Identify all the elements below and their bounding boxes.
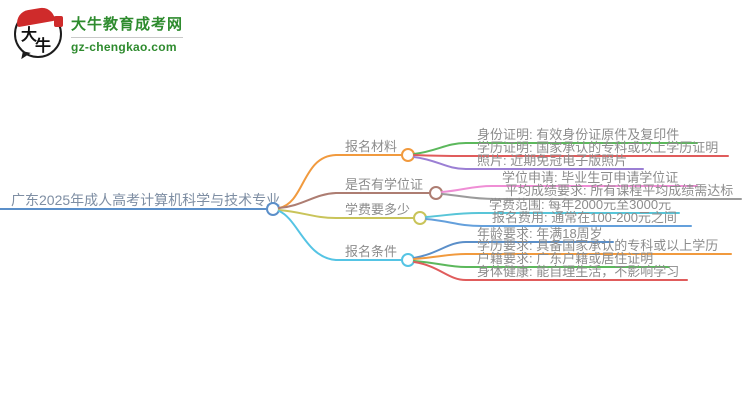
branch-degree-label: 是否有学位证 (345, 177, 423, 192)
sub-edu-proof-link (413, 154, 467, 157)
sub-reg-fee-link (425, 218, 483, 227)
sub-avg-score-link (441, 193, 496, 200)
sub-edu-proof-label: 学历证明: 国家承认的专科或以上学历证明 (477, 140, 718, 155)
sub-age-req-label: 年龄要求: 年满18周岁 (477, 226, 603, 241)
branch-degree-link (278, 192, 337, 209)
sub-avg-score-label: 平均成绩要求: 所有课程平均成绩需达标 (505, 183, 733, 198)
root-node-label: 广东2025年成人高考计算机科学与技术专业 (11, 192, 280, 208)
branch-materials: 报名材料 身份证明: 有效身份证原件及复印件 学历证明: 国家承认的专科或以上学… (278, 127, 729, 209)
branch-conditions-label: 报名条件 (345, 244, 397, 259)
logo-char-da: 大 (21, 27, 38, 44)
branch-materials-link (278, 154, 337, 209)
sub-id-proof-label: 身份证明: 有效身份证原件及复印件 (477, 127, 679, 142)
logo-red-seal-shape (54, 16, 63, 27)
branch-tuition-circle (413, 211, 427, 225)
site-logo: 大 牛 大牛教育成考网 gz-chengkao.com (14, 5, 184, 61)
root-node: 广东2025年成人高考计算机科学与技术专业 (0, 192, 280, 216)
logo-badge-icon: 大 牛 (14, 5, 63, 61)
sub-degree-apply-label: 学位申请: 毕业生可申请学位证 (502, 170, 678, 185)
branch-conditions-link (278, 210, 337, 261)
sub-residence-req-link (413, 260, 467, 268)
sub-photo-link (413, 156, 467, 170)
sub-health-req-label: 身体健康: 能自理生活，不影响学习 (477, 264, 679, 279)
branch-materials-label: 报名材料 (345, 139, 397, 154)
root-node-circle (266, 202, 280, 216)
branch-tuition-link (278, 209, 337, 219)
sub-photo-label: 照片: 近期免冠电子版照片 (477, 153, 627, 168)
sub-edu-req-link (413, 253, 467, 260)
branch-degree: 是否有学位证 学位申请: 毕业生可申请学位证 平均成绩要求: 所有课程平均成绩需… (278, 170, 742, 209)
sub-residence-req-label: 户籍要求: 广东户籍或居住证明 (477, 251, 653, 266)
branch-tuition: 学费要多少 学费范围: 每年2000元至3000元 报名费用: 通常在100-2… (278, 197, 692, 227)
branch-materials-circle (401, 148, 415, 162)
sub-degree-apply-link (441, 185, 493, 193)
sub-tuition-range-link (425, 212, 480, 218)
branch-conditions: 报名条件 年龄要求: 年满18周岁 学历要求: 具备国家承认的专科或以上学历 户… (278, 210, 732, 281)
sub-reg-fee-label: 报名费用: 通常在100-200元之间 (492, 210, 677, 225)
branch-conditions-circle (401, 253, 415, 267)
logo-char-niu: 牛 (35, 38, 52, 55)
sub-health-req-link (413, 261, 467, 281)
branch-degree-circle (429, 186, 443, 200)
sub-edu-req-label: 学历要求: 具备国家承认的专科或以上学历 (477, 238, 718, 253)
sub-id-proof-link (413, 142, 467, 155)
site-name: 大牛教育成考网 (71, 16, 184, 33)
branch-tuition-label: 学费要多少 (345, 202, 410, 217)
site-url: gz-chengkao.com (71, 37, 184, 54)
sub-tuition-range-label: 学费范围: 每年2000元至3000元 (489, 197, 671, 212)
sub-age-req-link (413, 241, 467, 259)
